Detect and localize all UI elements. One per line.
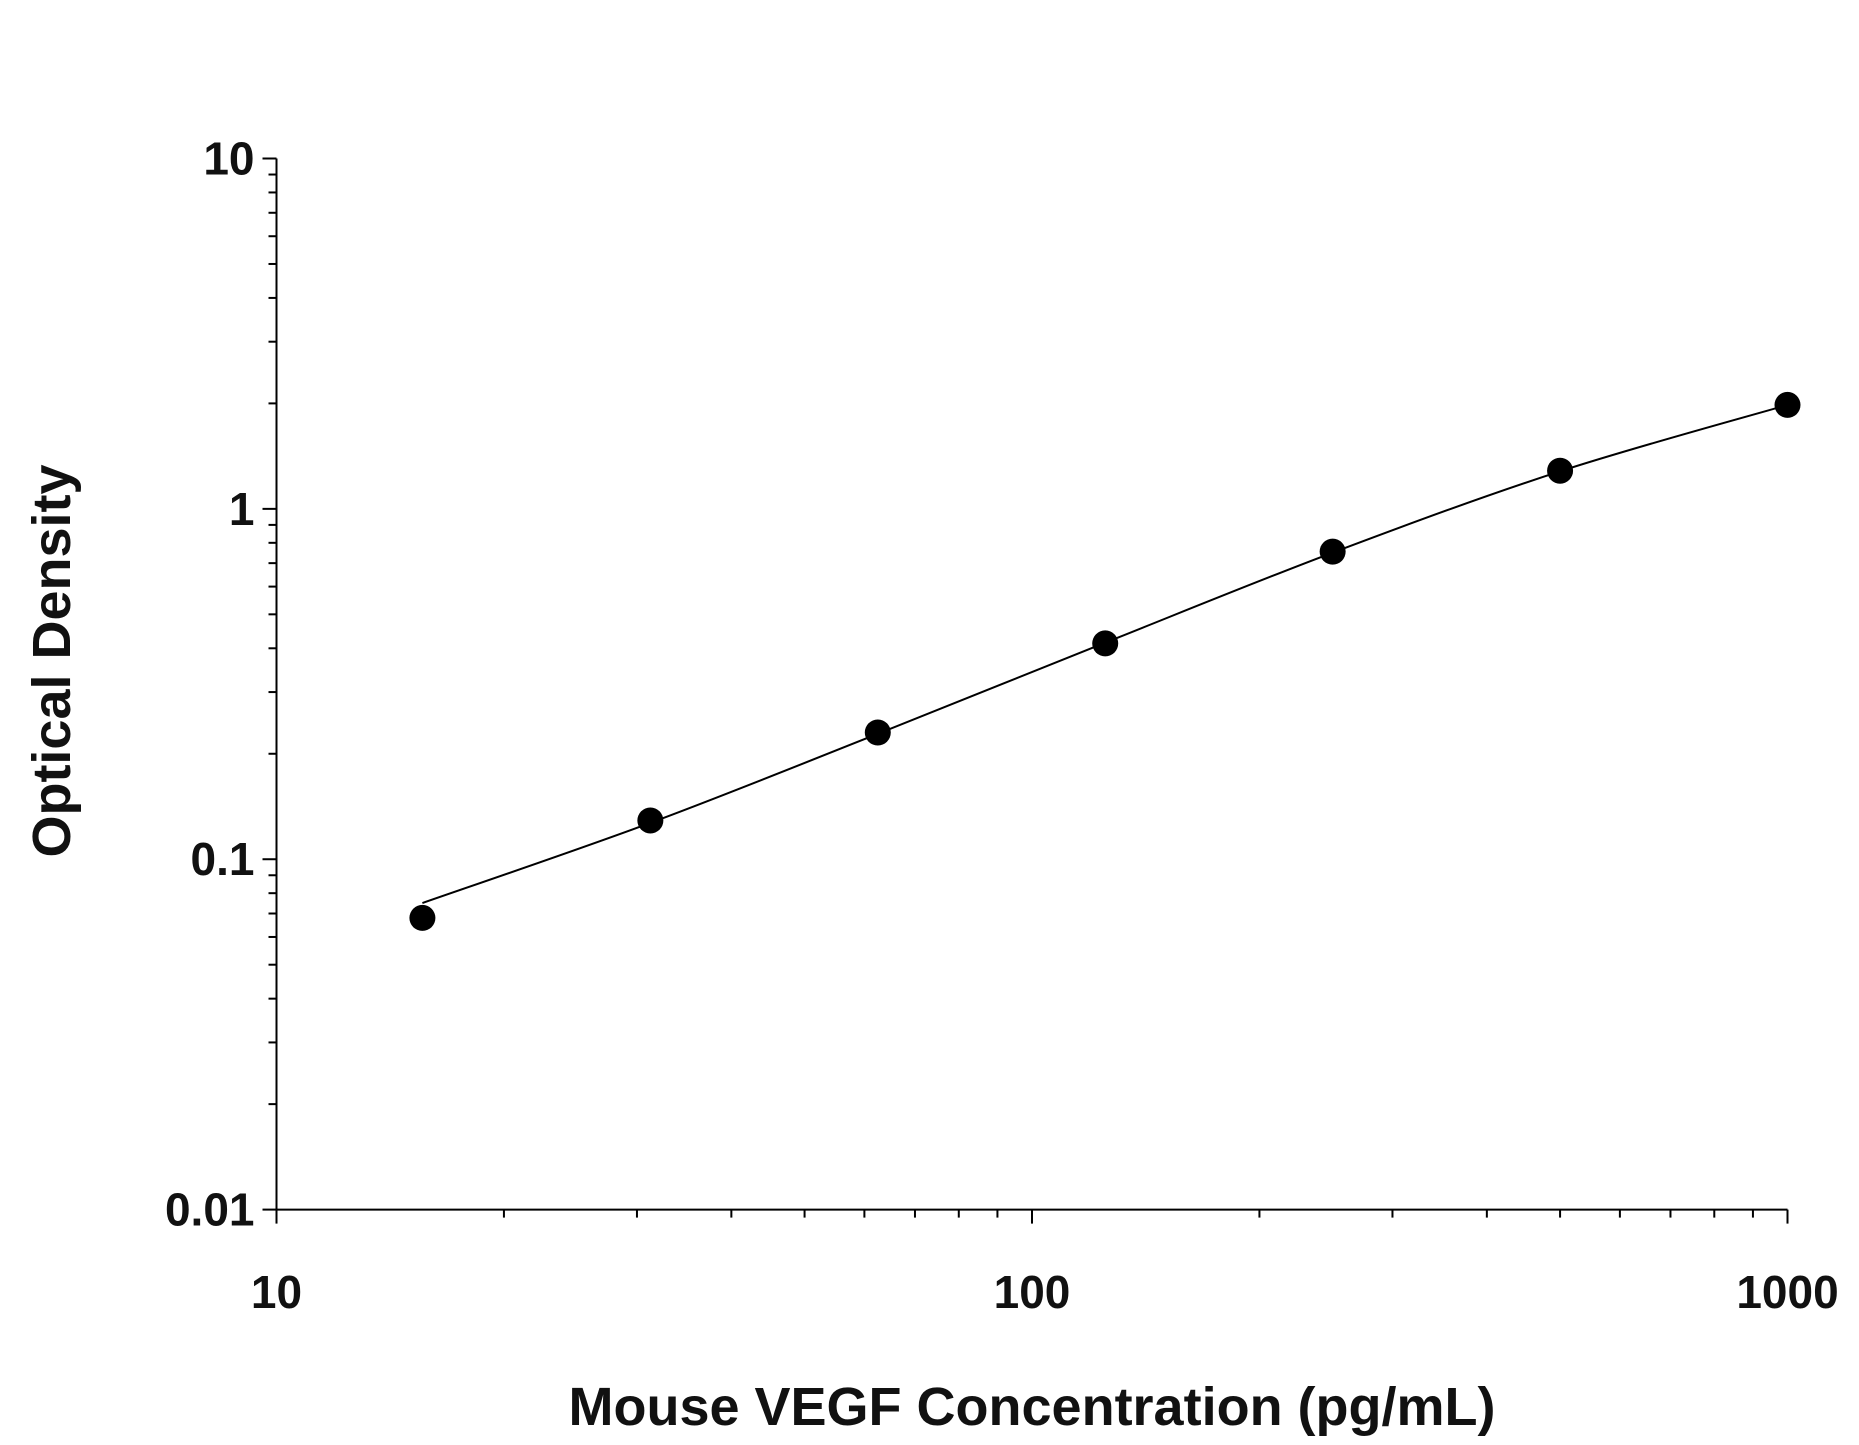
y-tick-label: 0.1 [191,833,255,885]
y-axis-label: Optical Density [22,464,82,857]
data-point [409,904,436,931]
x-axis-label: Mouse VEGF Concentration (pg/mL) [569,1377,1496,1437]
data-point [1547,457,1574,484]
data-point [1092,630,1119,657]
x-tick-label: 10 [251,1266,302,1318]
x-tick-label: 1000 [1736,1266,1838,1318]
axes [262,157,1789,1224]
tick-labels: 10 100 1000 0.01 0.1 1 10 [165,133,1839,1319]
y-tick-label: 0.01 [165,1184,255,1236]
data-point [864,719,891,746]
y-tick-label: 1 [229,483,255,535]
x-tick-label: 100 [994,1266,1071,1318]
y-tick-label: 10 [203,133,254,185]
data-points [409,391,1801,931]
data-point [1319,538,1346,565]
data-point [637,807,664,834]
data-point [1774,391,1801,418]
